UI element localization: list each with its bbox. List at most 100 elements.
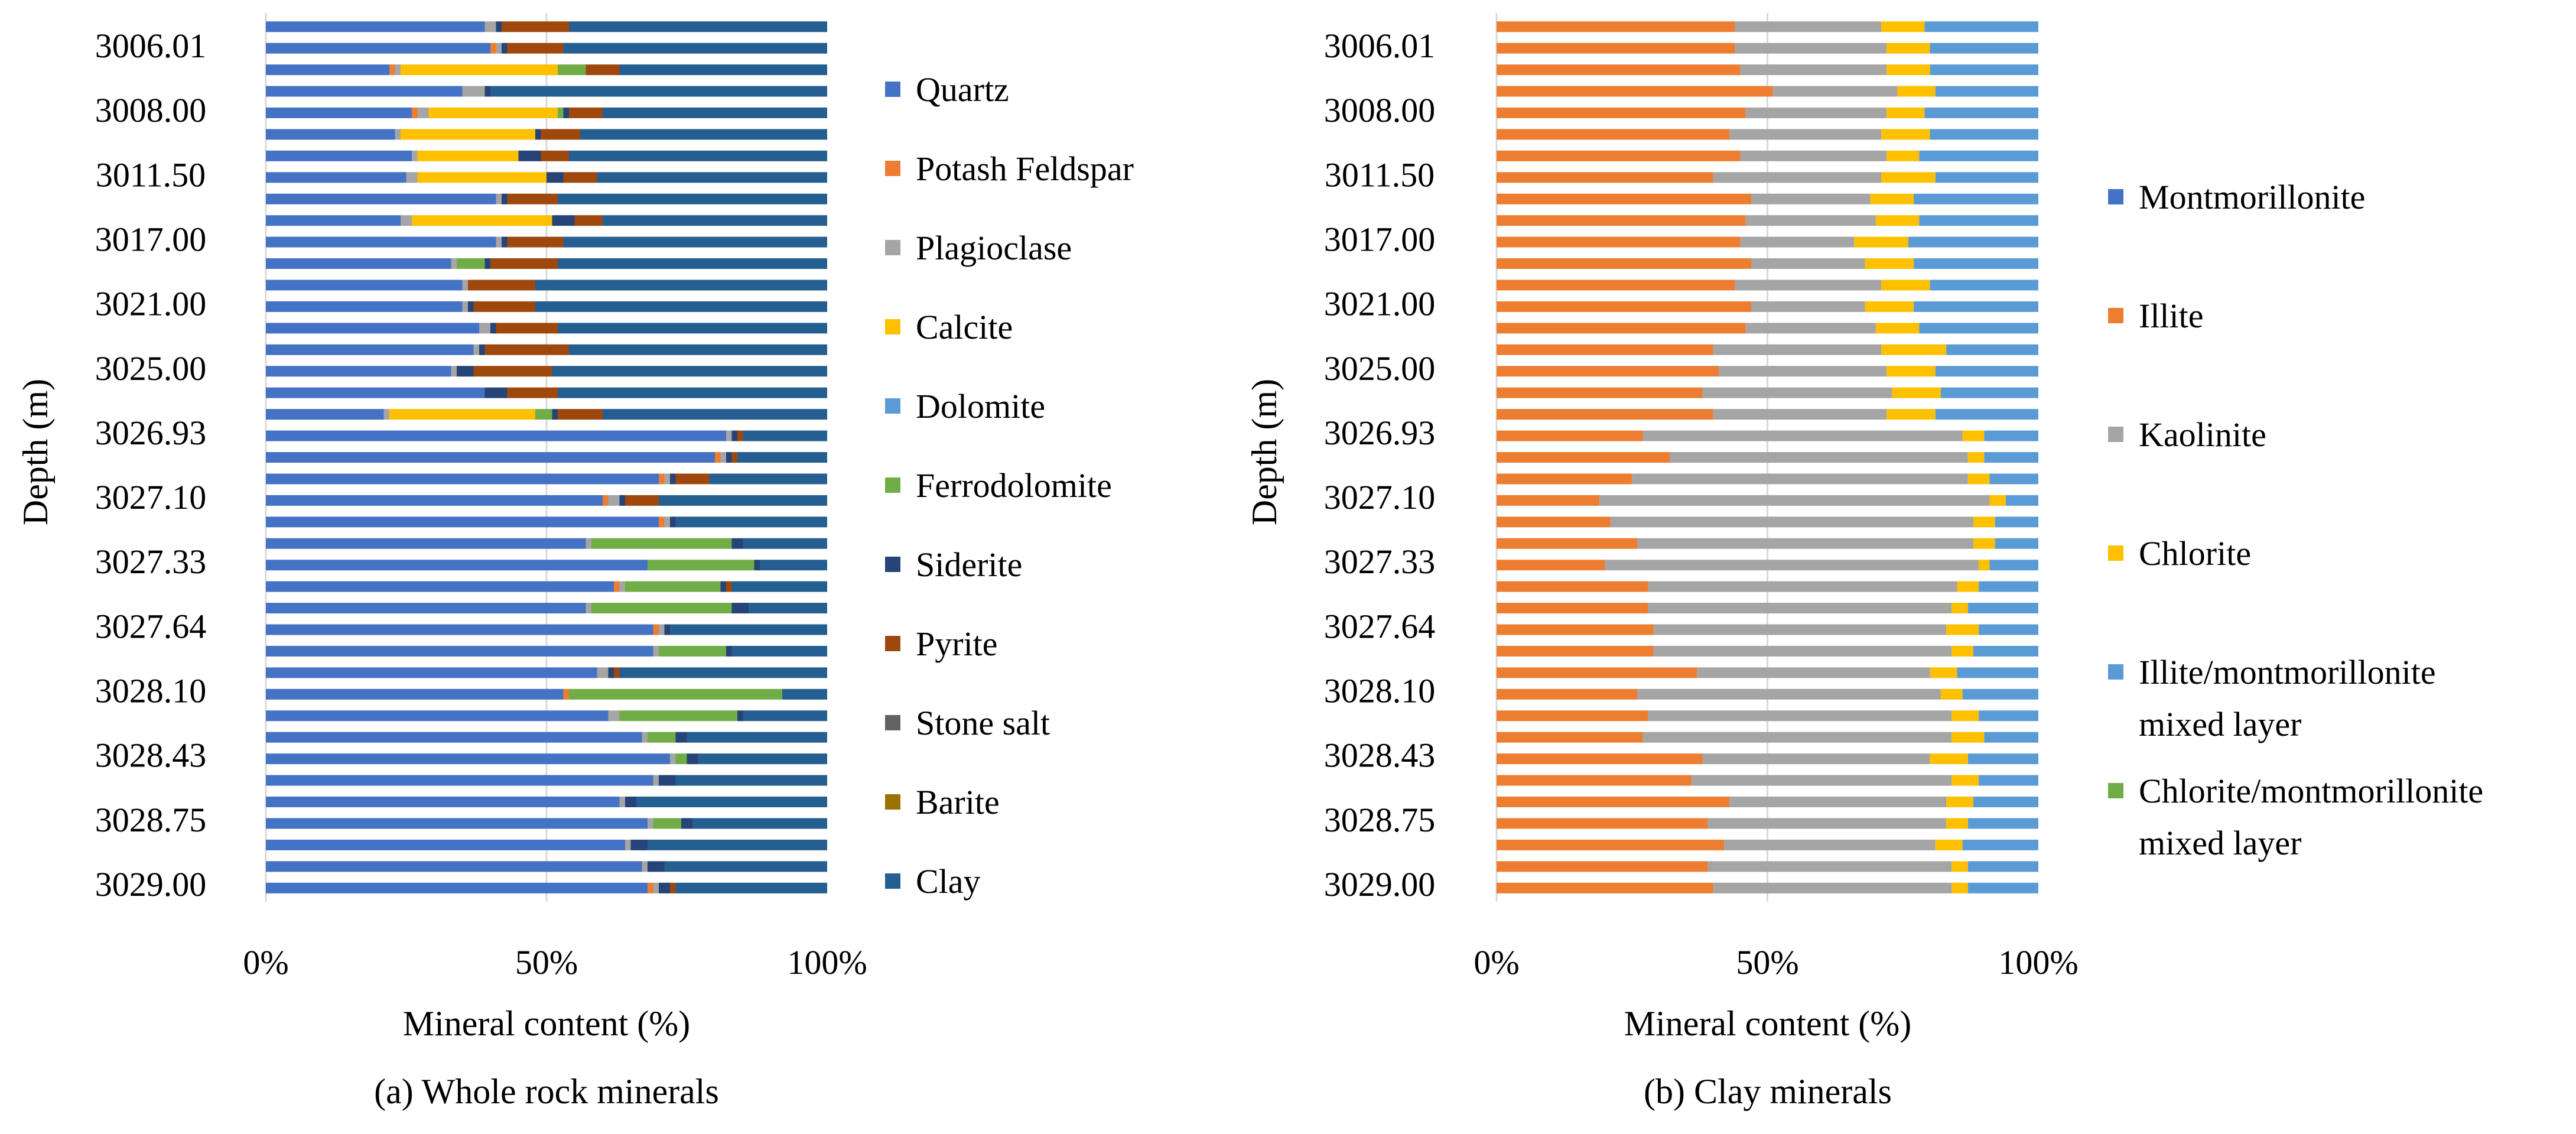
bar-segment-illite — [1497, 797, 1730, 808]
bar-segment-illite — [1497, 215, 1746, 226]
bar-segment-illite-montmorillonite-mixed-layer — [1935, 366, 2038, 377]
bar-segment-quartz — [266, 495, 603, 506]
bar-segment-chlorite — [1946, 818, 1968, 829]
legend-swatch-chlorite — [2108, 545, 2123, 561]
y-axis-title: Depth (m) — [1245, 379, 1284, 525]
bar-segment-kaolinite — [1735, 280, 1882, 291]
bar-segment-kaolinite — [1745, 215, 1876, 226]
bar-segment-kaolinite — [1735, 21, 1882, 33]
x-tick-label: 100% — [1998, 943, 2078, 982]
bar-segment-clay — [659, 495, 827, 506]
bar-segment-illite — [1497, 645, 1654, 657]
bar-segment-plagioclase — [619, 797, 625, 808]
bar-segment-plagioclase — [659, 624, 665, 635]
bar-segment-pyrite — [675, 473, 710, 485]
bar-segment-kaolinite — [1707, 818, 1947, 829]
bar-segment-plagioclase — [664, 516, 670, 528]
bar-segment-plagioclase — [451, 258, 457, 269]
bar-segment-kaolinite — [1729, 129, 1882, 140]
bar-segment-illite-montmorillonite-mixed-layer — [1967, 818, 2038, 829]
legend-label-illite: Illite — [2139, 297, 2204, 335]
bar-segment-quartz — [266, 473, 659, 485]
bar-segment-pyrite — [563, 172, 597, 183]
legend-label-quartz: Quartz — [916, 70, 1009, 109]
bar-segment-siderite — [552, 215, 575, 226]
bar-segment-chlorite — [1951, 603, 1968, 614]
bar-segment-kaolinite — [1653, 645, 1952, 657]
bar-segment-illite-montmorillonite-mixed-layer — [1930, 43, 2038, 54]
bar-segment-illite — [1497, 172, 1713, 183]
bar-segment-plagioclase — [670, 753, 676, 765]
bar-segment-kaolinite — [1653, 624, 1947, 635]
bar-segment-siderite — [681, 818, 692, 829]
y-tick-label: 3025.00 — [1324, 349, 1436, 388]
bar-segment-quartz — [266, 775, 653, 786]
bar-segment-quartz — [266, 258, 451, 269]
bar-segment-plagioclase — [586, 603, 591, 614]
bar-segment-kaolinite — [1610, 516, 1973, 528]
bar-segment-pyrite — [541, 129, 580, 140]
y-tick-label: 3006.01 — [1324, 27, 1436, 65]
bar-segment-chlorite — [1946, 797, 1973, 808]
y-tick-label: 3008.00 — [95, 91, 207, 129]
bar-segment-illite — [1497, 129, 1730, 140]
bar-segment-clay — [782, 688, 827, 700]
bar-segment-pyrite — [473, 366, 552, 377]
legend-swatch-quartz — [885, 82, 900, 97]
bar-segment-illite-montmorillonite-mixed-layer — [1935, 86, 2038, 97]
bar-segment-siderite — [754, 560, 760, 571]
bar-segment-siderite — [726, 645, 732, 657]
bar-segment-ferrodolomite — [653, 818, 681, 829]
bar-segment-quartz — [266, 236, 496, 248]
bar-segment-illite-montmorillonite-mixed-layer — [1984, 732, 2038, 743]
bar-segment-illite-montmorillonite-mixed-layer — [1919, 150, 2038, 161]
legend-label-chlorite: Chlorite — [2139, 534, 2251, 573]
bar-segment-quartz — [266, 839, 625, 850]
bar-segment-pyrite — [507, 43, 564, 54]
bar-segment-potash-feldspar — [653, 624, 659, 635]
bar-segment-clay — [569, 344, 827, 355]
bar-segment-kaolinite — [1670, 452, 1968, 463]
bar-segment-illite — [1497, 688, 1638, 700]
y-tick-label: 3006.01 — [95, 27, 207, 65]
bar-segment-clay — [731, 645, 827, 657]
bar-segment-siderite — [518, 150, 541, 161]
bar-segment-quartz — [266, 323, 479, 334]
bar-segment-pyrite — [586, 64, 620, 76]
bar-segment-siderite — [563, 107, 569, 118]
bar-segment-illite — [1497, 473, 1632, 485]
bar-segment-clay — [558, 258, 827, 269]
bar-segment-chlorite — [1930, 753, 1968, 765]
bar-segment-chlorite — [1962, 430, 1985, 441]
bar-segment-pyrite — [558, 409, 603, 420]
bar-segment-illite-montmorillonite-mixed-layer — [1979, 624, 2038, 635]
bar-segment-clay — [731, 581, 827, 592]
bar-segment-clay — [552, 366, 827, 377]
bar-segment-illite — [1497, 818, 1708, 829]
bar-segment-kaolinite — [1605, 560, 1979, 571]
panel-caption: (b) Clay minerals — [1644, 1072, 1892, 1111]
bar-segment-quartz — [266, 797, 620, 808]
legend-swatch-pyrite — [885, 636, 900, 651]
bar-segment-clay — [619, 667, 827, 678]
bar-segment-quartz — [266, 516, 659, 528]
bar-segment-chlorite — [1881, 172, 1936, 183]
bar-segment-illite-montmorillonite-mixed-layer — [1940, 387, 2038, 398]
bar-segment-clay — [698, 753, 827, 765]
bar-segment-clay — [603, 409, 827, 420]
bar-segment-ferrodolomite — [675, 753, 687, 765]
bar-segment-quartz — [266, 21, 485, 33]
bar-segment-siderite — [552, 409, 558, 420]
panel-caption: (a) Whole rock minerals — [374, 1072, 719, 1111]
bar-segment-siderite — [726, 452, 732, 463]
bar-segment-chlorite — [1887, 366, 1936, 377]
legend-label-calcite: Calcite — [916, 308, 1013, 346]
bar-segment-chlorite — [1951, 775, 1979, 786]
bar-segment-kaolinite — [1751, 301, 1865, 312]
bar-segment-illite-montmorillonite-mixed-layer — [1935, 409, 2038, 420]
bar-segment-chlorite — [1930, 667, 1957, 678]
bar-segment-kaolinite — [1702, 387, 1892, 398]
bar-segment-kaolinite — [1729, 797, 1947, 808]
bar-segment-clay — [603, 107, 827, 118]
legend-label-barite: Barite — [916, 783, 1000, 821]
